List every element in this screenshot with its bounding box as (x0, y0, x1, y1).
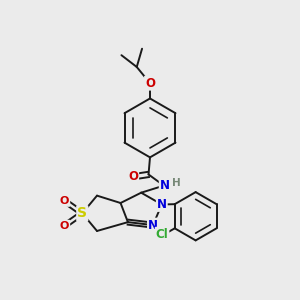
Text: H: H (172, 178, 181, 188)
Text: O: O (60, 196, 69, 206)
Text: O: O (128, 170, 138, 183)
Text: Cl: Cl (156, 228, 168, 241)
Text: S: S (77, 206, 87, 220)
Text: N: N (148, 219, 158, 232)
Text: O: O (145, 77, 155, 90)
Text: N: N (157, 198, 167, 211)
Text: N: N (160, 179, 170, 192)
Text: O: O (60, 221, 69, 231)
